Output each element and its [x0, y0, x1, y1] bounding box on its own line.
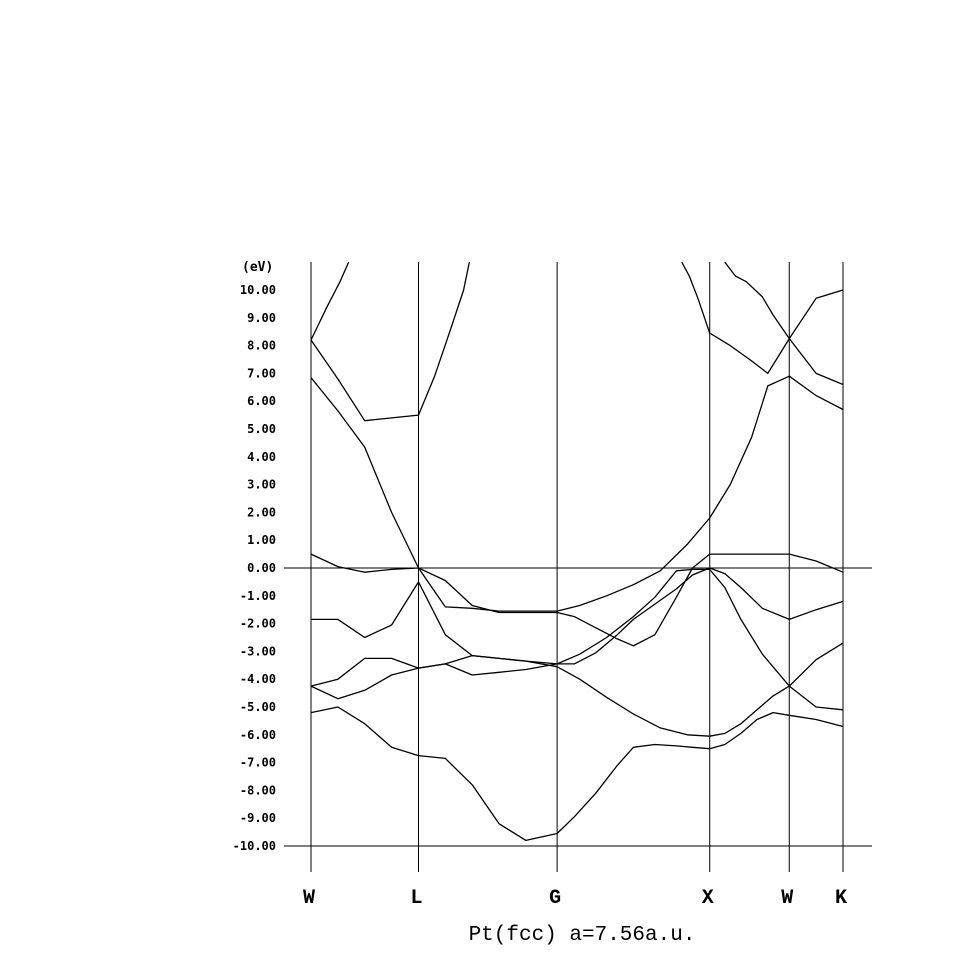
y-tick-label: -5.00: [240, 700, 276, 714]
y-tick-label: 6.00: [247, 394, 276, 408]
y-tick-label: -3.00: [240, 644, 276, 658]
x-tick-label-2: G: [549, 887, 561, 910]
y-tick-label: 4.00: [247, 450, 276, 464]
grid-lines: [310, 262, 844, 872]
band-line-5: [310, 553, 844, 647]
y-tick-label: -1.00: [240, 589, 276, 603]
y-tick-label: 0.00: [247, 561, 276, 575]
x-tick-label-4: W: [781, 887, 793, 910]
band-line-9: [681, 262, 844, 386]
y-tick-label: 5.00: [247, 422, 276, 436]
y-tick-label: -9.00: [240, 811, 276, 825]
y-tick-label: 7.00: [247, 366, 276, 380]
y-tick-label: -7.00: [240, 756, 276, 770]
band-line-3: [310, 568, 844, 711]
y-axis-ticks: 10.00 9.00 8.00 7.00 6.00 5.00 4.00 3.00 2.00 1.0…: [233, 283, 276, 853]
band-line-2: [310, 642, 844, 737]
band-line-8: [310, 262, 350, 341]
band-line-7: [310, 262, 471, 422]
band-line-1: [310, 706, 844, 842]
x-tick-label-5: K: [835, 887, 847, 910]
band-line-10: [724, 262, 844, 340]
y-tick-label: 10.00: [240, 283, 276, 297]
x-tick-label-0: W: [303, 887, 315, 910]
x-tick-label-3: X: [702, 887, 714, 910]
y-tick-label: -10.00: [233, 839, 276, 853]
y-tick-label: 1.00: [247, 533, 276, 547]
y-tick-label: -4.00: [240, 672, 276, 686]
y-axis-unit-label: (eV): [242, 260, 273, 275]
x-tick-label-1: L: [410, 887, 422, 910]
y-tick-label: -2.00: [240, 617, 276, 631]
band-line-6: [310, 375, 844, 612]
y-tick-label: 8.00: [247, 339, 276, 353]
chart-title: Pt(fcc) a=7.56a.u.: [469, 924, 696, 947]
y-tick-label: -8.00: [240, 783, 276, 797]
bands: [310, 262, 844, 842]
band-line-4: [311, 567, 844, 665]
y-tick-label: 2.00: [247, 505, 276, 519]
y-tick-label: 3.00: [247, 478, 276, 492]
y-tick-label: -6.00: [240, 728, 276, 742]
y-tick-label: 9.00: [247, 311, 276, 325]
fermi-level-line: [284, 567, 872, 847]
